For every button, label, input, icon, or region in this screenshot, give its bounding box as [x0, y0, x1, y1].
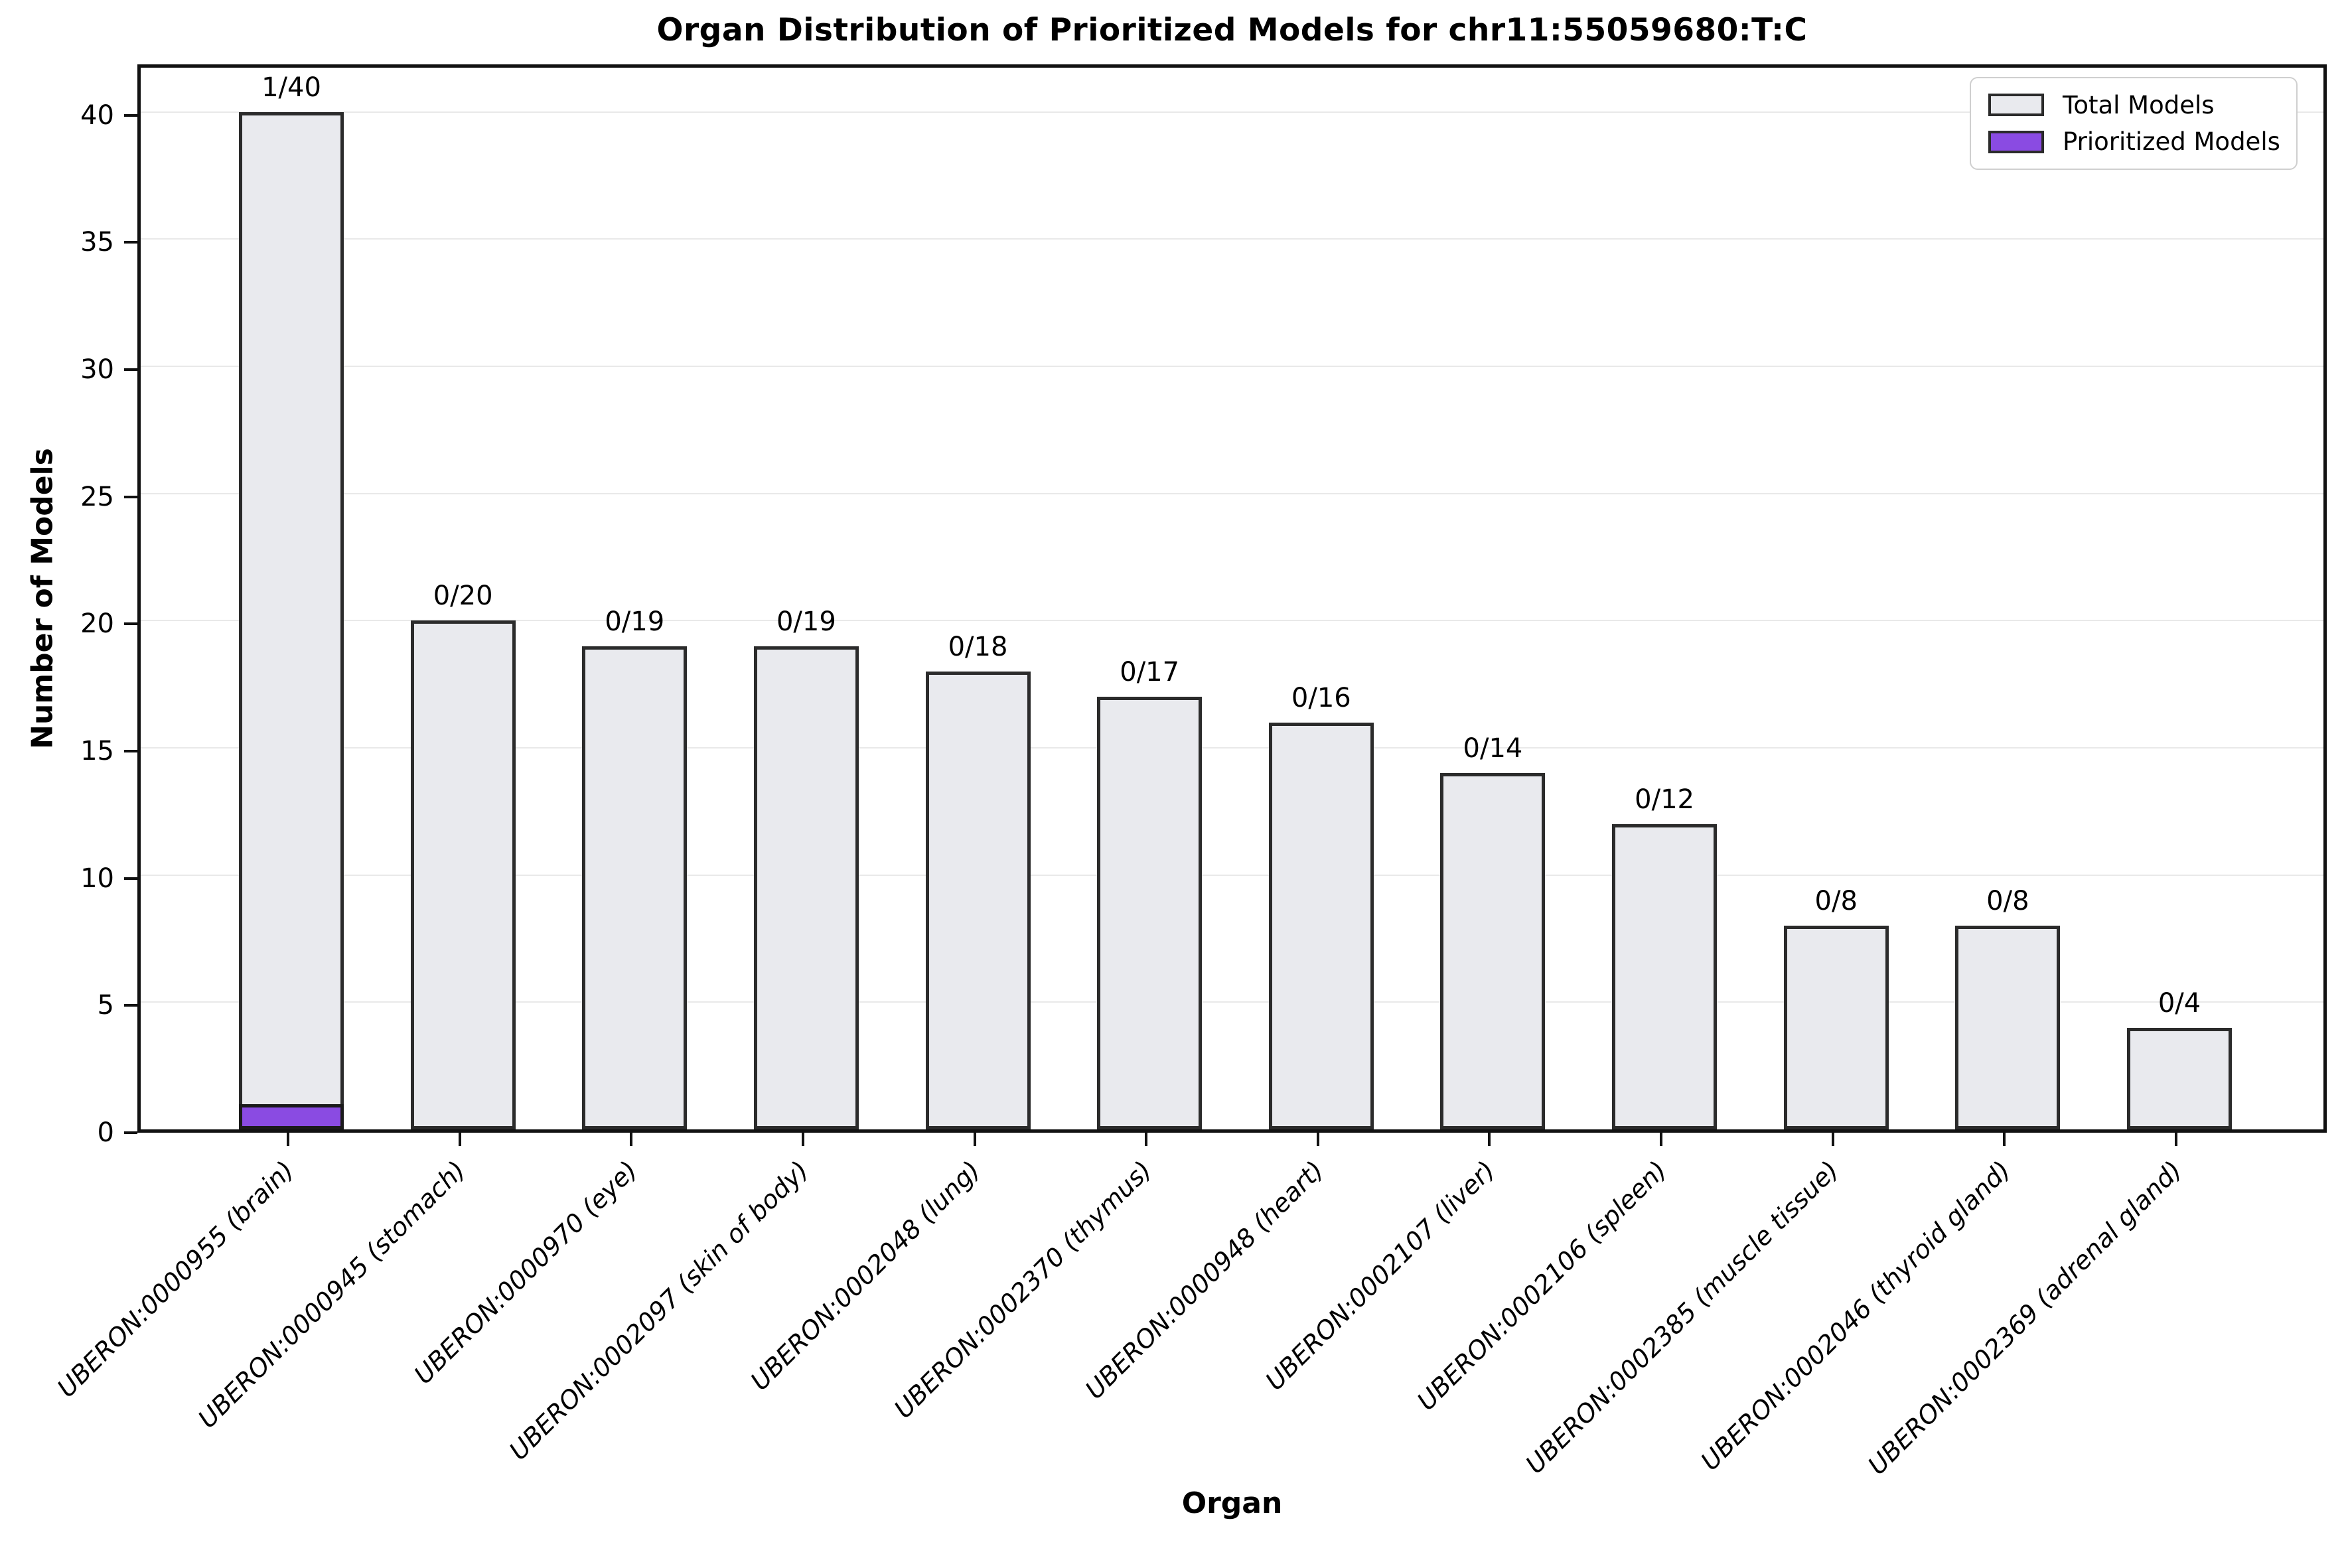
x-tick-label-text: UBERON:0002046 (thyroid gland) [1695, 1155, 2016, 1476]
total-bar [582, 646, 688, 1129]
bar-value-label: 0/12 [1635, 784, 1694, 815]
y-tick-label: 5 [97, 990, 114, 1021]
total-bar [1440, 773, 1546, 1129]
x-tick-mark [1660, 1133, 1663, 1146]
legend-swatch-prioritized-icon [1988, 130, 2044, 153]
total-bar [239, 111, 344, 1129]
x-tick-label-text: UBERON:0002385 (muscle tissue) [1520, 1155, 1844, 1480]
x-tick-label-text: UBERON:0000945 (stomach) [192, 1155, 471, 1434]
gridline [141, 874, 2323, 876]
legend: Total Models Prioritized Models [1970, 77, 2298, 170]
legend-item-total: Total Models [1971, 91, 2296, 119]
bar-value-label: 0/14 [1463, 733, 1523, 764]
y-tick-mark [124, 877, 137, 880]
legend-label-prioritized: Prioritized Models [2063, 127, 2280, 157]
y-tick-label: 0 [97, 1117, 114, 1148]
y-tick-mark [124, 622, 137, 626]
y-tick-mark [124, 750, 137, 752]
legend-item-prioritized: Prioritized Models [1971, 127, 2296, 156]
x-tick-mark [2175, 1133, 2177, 1146]
gridline [141, 492, 2323, 494]
x-tick-mark [1145, 1133, 1148, 1146]
gridline [141, 620, 2323, 622]
gridline [141, 1001, 2323, 1003]
bar-value-label: 0/20 [433, 581, 493, 612]
y-tick-label: 40 [80, 100, 114, 131]
prioritized-bar [239, 1104, 344, 1129]
gridline [141, 238, 2323, 240]
bar-value-label: 0/4 [2158, 987, 2201, 1019]
plot-area: 1/40 0/20 0/19 0/19 0/18 0/17 0/16 0/14 0/12 0/8 0… [137, 64, 2327, 1133]
legend-label-total: Total Models [2063, 90, 2215, 119]
x-tick-mark [1831, 1133, 1834, 1146]
bar-value-label: 0/19 [776, 606, 836, 637]
x-tick-mark [287, 1133, 289, 1146]
total-bar [753, 646, 859, 1129]
bar-value-label: 0/18 [948, 632, 1008, 662]
y-tick-mark [124, 495, 137, 498]
gridline [141, 747, 2323, 748]
bar-value-label: 0/16 [1291, 682, 1351, 713]
y-tick-mark [124, 368, 137, 371]
y-tick-mark [124, 1004, 137, 1007]
x-tick-mark [630, 1133, 633, 1146]
y-tick-mark [124, 1131, 137, 1134]
y-tick-label: 10 [80, 863, 114, 894]
bar-value-label: 1/40 [261, 72, 321, 103]
y-tick-label: 30 [80, 354, 114, 385]
y-tick-label: 25 [80, 481, 114, 512]
y-tick-label: 35 [80, 227, 114, 258]
bar-value-label: 0/17 [1120, 657, 1180, 688]
y-tick-mark [124, 113, 137, 117]
chart-title: Organ Distribution of Prioritized Models… [656, 12, 1808, 48]
total-bar [1955, 926, 2061, 1129]
x-tick-mark [973, 1133, 976, 1146]
x-tick-mark [2003, 1133, 2006, 1146]
total-bar [2127, 1027, 2232, 1129]
total-bar [410, 620, 516, 1129]
bar-value-label: 0/19 [605, 606, 665, 637]
bar-value-label: 0/8 [1814, 886, 1858, 917]
x-tick-label-text: UBERON:0002369 (adrenal gland) [1862, 1155, 2188, 1481]
y-tick-mark [124, 241, 137, 244]
y-tick-label: 15 [80, 736, 114, 766]
total-bar [1783, 926, 1889, 1129]
bar-value-label: 0/8 [1986, 886, 2029, 917]
x-axis-label: Organ [1181, 1486, 1283, 1520]
x-tick-mark [1316, 1133, 1319, 1146]
total-bar [925, 672, 1031, 1129]
total-bar [1268, 722, 1374, 1129]
legend-swatch-total-icon [1988, 94, 2044, 117]
x-tick-mark [801, 1133, 804, 1146]
total-bar [1612, 824, 1718, 1129]
y-tick-label: 20 [80, 608, 114, 640]
x-tick-mark [458, 1133, 461, 1146]
x-tick-mark [1488, 1133, 1491, 1146]
gridline [141, 111, 2323, 113]
gridline [141, 366, 2323, 367]
x-tick-label-text: UBERON:0002097 (skin of body) [504, 1155, 815, 1466]
total-bar [1097, 697, 1203, 1129]
